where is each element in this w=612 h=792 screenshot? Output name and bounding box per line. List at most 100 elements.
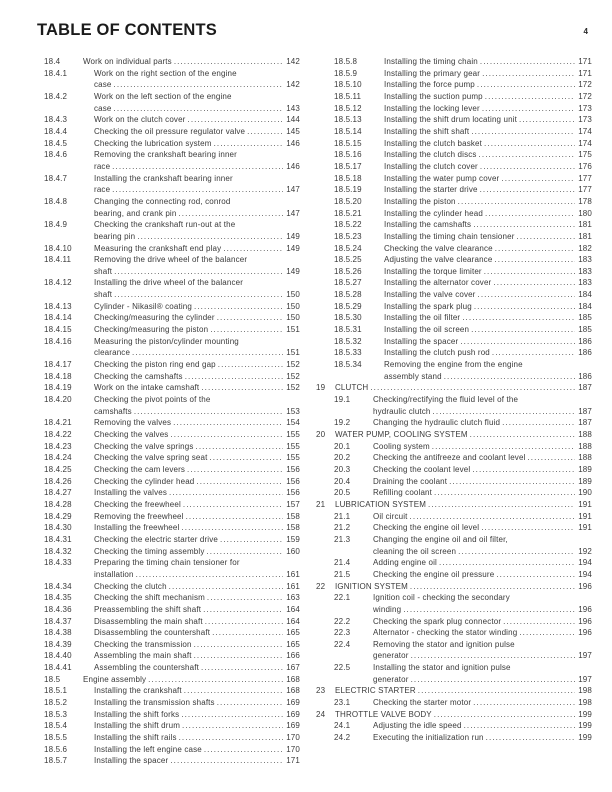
toc-entry[interactable]: 18.5.18 Installing the water pump cover 17… — [316, 173, 592, 185]
toc-entry[interactable]: 21.3 Changing the engine oil and oil filt… — [316, 534, 592, 557]
toc-entry[interactable]: 22.4 Removing the stator and ignition pul… — [316, 639, 592, 662]
toc-entry[interactable]: 18.5.14 Installing the shift shaft 174 — [316, 126, 592, 138]
toc-entry[interactable]: 18.5.5 Installing the shift rails 170 — [26, 732, 300, 744]
toc-entry[interactable]: 18.5.15 Installing the clutch basket 174 — [316, 138, 592, 150]
toc-entry[interactable]: 18.4.34 Checking the clutch 161 — [26, 581, 300, 593]
toc-entry[interactable]: 18.4.39 Checking the transmission 165 — [26, 639, 300, 651]
toc-entry[interactable]: 18.5.6 Installing the left engine case 170 — [26, 744, 300, 756]
toc-entry[interactable]: 18.4.10 Measuring the crankshaft end play… — [26, 243, 300, 255]
toc-entry[interactable]: 18.5.10 Installing the force pump 172 — [316, 79, 592, 91]
toc-entry[interactable]: 18.5.24 Checking the valve clearance 182 — [316, 243, 592, 255]
toc-entry[interactable]: 18.4.24 Checking the valve spring seat 155 — [26, 452, 300, 464]
toc-entry[interactable]: 18.4.37 Disassembling the main shaft 164 — [26, 616, 300, 628]
toc-entry[interactable]: 18.4.26 Checking the cylinder head 156 — [26, 476, 300, 488]
toc-entry[interactable]: 18.4.20 Checking the pivot points of the c… — [26, 394, 300, 417]
toc-entry[interactable]: 20.5 Refilling coolant 190 — [316, 487, 592, 499]
toc-entry[interactable]: 20.3 Checking the coolant level 189 — [316, 464, 592, 476]
toc-entry[interactable]: 18.4.28 Checking the freewheel 157 — [26, 499, 300, 511]
toc-entry[interactable]: 18.5.13 Installing the shift drum locatin… — [316, 114, 592, 126]
toc-entry[interactable]: 18.4.25 Checking the cam levers 156 — [26, 464, 300, 476]
toc-entry[interactable]: 18.5.3 Installing the shift forks 169 — [26, 709, 300, 721]
toc-entry[interactable]: 19.1 Checking/rectifying the fluid level … — [316, 394, 592, 417]
toc-entry[interactable]: 21.1 Oil circuit 191 — [316, 511, 592, 523]
toc-entry[interactable]: 18.5.21 Installing the cylinder head 180 — [316, 208, 592, 220]
toc-entry[interactable]: 18.5.8 Installing the timing chain 171 — [316, 56, 592, 68]
toc-entry[interactable]: 18.5.26 Installing the torque limiter 183 — [316, 266, 592, 278]
toc-entry[interactable]: 18.5.17 Installing the clutch cover 176 — [316, 161, 592, 173]
toc-entry[interactable]: 18.5.4 Installing the shift drum 169 — [26, 720, 300, 732]
toc-entry[interactable]: 18.4.41 Assembling the countershaft 167 — [26, 662, 300, 674]
toc-entry[interactable]: 21 LUBRICATION SYSTEM 191 — [316, 499, 592, 511]
toc-entry[interactable]: 18.4.6 Removing the crankshaft bearing in… — [26, 149, 300, 172]
toc-entry[interactable]: 18.5.27 Installing the alternator cover 18… — [316, 277, 592, 289]
toc-entry[interactable]: 18.4.1 Work on the right section of the e… — [26, 68, 300, 91]
toc-entry[interactable]: 18.4.21 Removing the valves 154 — [26, 417, 300, 429]
toc-entry[interactable]: 18.4.29 Removing the freewheel 158 — [26, 511, 300, 523]
toc-entry[interactable]: 18.5.25 Adjusting the valve clearance 183 — [316, 254, 592, 266]
toc-entry[interactable]: 18.5.20 Installing the piston 178 — [316, 196, 592, 208]
toc-entry[interactable]: 18.5.32 Installing the spacer 186 — [316, 336, 592, 348]
toc-entry[interactable]: 22.3 Alternator - checking the stator win… — [316, 627, 592, 639]
toc-entry[interactable]: 23.1 Checking the starter motor 198 — [316, 697, 592, 709]
toc-entry[interactable]: 18.4.38 Disassembling the countershaft 165 — [26, 627, 300, 639]
toc-entry[interactable]: 18.4.18 Checking the camshafts 152 — [26, 371, 300, 383]
toc-entry[interactable]: 18.4.7 Installing the crankshaft bearing … — [26, 173, 300, 196]
toc-entry[interactable]: 18.5.7 Installing the spacer 171 — [26, 755, 300, 767]
toc-entry[interactable]: 23 ELECTRIC STARTER 198 — [316, 685, 592, 697]
toc-entry[interactable]: 18.4.19 Work on the intake camshaft 152 — [26, 382, 300, 394]
toc-entry[interactable]: 18.4.9 Checking the crankshaft run-out at… — [26, 219, 300, 242]
toc-entry[interactable]: 21.2 Checking the engine oil level 191 — [316, 522, 592, 534]
toc-entry[interactable]: 18.4.14 Checking/measuring the cylinder 15… — [26, 312, 300, 324]
toc-entry[interactable]: 18.4.4 Checking the oil pressure regulato… — [26, 126, 300, 138]
toc-entry[interactable]: 19.2 Changing the hydraulic clutch fluid 1… — [316, 417, 592, 429]
toc-entry[interactable]: 18.4.11 Removing the drive wheel of the b… — [26, 254, 300, 277]
toc-entry[interactable]: 20.2 Checking the antifreeze and coolant … — [316, 452, 592, 464]
toc-entry[interactable]: 24.1 Adjusting the idle speed 199 — [316, 720, 592, 732]
toc-entry[interactable]: 18.4.8 Changing the connecting rod, conro… — [26, 196, 300, 219]
toc-entry[interactable]: 20.4 Draining the coolant 189 — [316, 476, 592, 488]
toc-entry[interactable]: 20 WATER PUMP, COOLING SYSTEM 188 — [316, 429, 592, 441]
toc-entry[interactable]: 18.5.9 Installing the primary gear 171 — [316, 68, 592, 80]
toc-entry[interactable]: 21.4 Adding engine oil 194 — [316, 557, 592, 569]
toc-entry[interactable]: 22.2 Checking the spark plug connector 196 — [316, 616, 592, 628]
toc-entry[interactable]: 20.1 Cooling system 188 — [316, 441, 592, 453]
toc-entry[interactable]: 18.4.5 Checking the lubrication system 146 — [26, 138, 300, 150]
toc-entry[interactable]: 24.2 Executing the initialization run 199 — [316, 732, 592, 744]
toc-entry[interactable]: 18.5.19 Installing the starter drive 177 — [316, 184, 592, 196]
toc-entry[interactable]: 18.4.36 Preassembling the shift shaft 164 — [26, 604, 300, 616]
toc-entry[interactable]: 21.5 Checking the engine oil pressure 194 — [316, 569, 592, 581]
toc-entry[interactable]: 18.5.11 Installing the suction pump 172 — [316, 91, 592, 103]
toc-entry[interactable]: 18.4.33 Preparing the timing chain tensio… — [26, 557, 300, 580]
toc-entry[interactable]: 18.4.22 Checking the valves 155 — [26, 429, 300, 441]
toc-entry[interactable]: 18.4.40 Assembling the main shaft 166 — [26, 650, 300, 662]
toc-entry[interactable]: 24 THROTTLE VALVE BODY 199 — [316, 709, 592, 721]
toc-entry[interactable]: 18.4 Work on individual parts 142 — [26, 56, 300, 68]
toc-entry[interactable]: 18.4.16 Measuring the piston/cylinder mou… — [26, 336, 300, 359]
toc-entry[interactable]: 18.4.17 Checking the piston ring end gap 1… — [26, 359, 300, 371]
toc-entry[interactable]: 18.5.31 Installing the oil screen 185 — [316, 324, 592, 336]
toc-entry[interactable]: 18.4.12 Installing the drive wheel of the… — [26, 277, 300, 300]
toc-entry[interactable]: 22.5 Installing the stator and ignition p… — [316, 662, 592, 685]
toc-entry[interactable]: 19 CLUTCH 187 — [316, 382, 592, 394]
toc-entry[interactable]: 18.4.23 Checking the valve springs 155 — [26, 441, 300, 453]
toc-entry[interactable]: 18.5.16 Installing the clutch discs 175 — [316, 149, 592, 161]
toc-entry[interactable]: 18.5.30 Installing the oil filter 185 — [316, 312, 592, 324]
toc-entry[interactable]: 18.4.3 Work on the clutch cover 144 — [26, 114, 300, 126]
toc-entry[interactable]: 18.4.2 Work on the left section of the en… — [26, 91, 300, 114]
toc-entry[interactable]: 22 IGNITION SYSTEM 196 — [316, 581, 592, 593]
toc-entry[interactable]: 18.5.23 Installing the timing chain tensi… — [316, 231, 592, 243]
toc-entry[interactable]: 18.5.1 Installing the crankshaft 168 — [26, 685, 300, 697]
toc-entry[interactable]: 18.4.31 Checking the electric starter dri… — [26, 534, 300, 546]
toc-entry[interactable]: 18.4.32 Checking the timing assembly 160 — [26, 546, 300, 558]
toc-entry[interactable]: 18.5 Engine assembly 168 — [26, 674, 300, 686]
toc-entry[interactable]: 18.5.34 Removing the engine from the engi… — [316, 359, 592, 382]
toc-entry[interactable]: 18.5.22 Installing the camshafts 181 — [316, 219, 592, 231]
toc-entry[interactable]: 18.4.35 Checking the shift mechanism 163 — [26, 592, 300, 604]
toc-entry[interactable]: 18.4.13 Cylinder - Nikasil® coating 150 — [26, 301, 300, 313]
toc-entry[interactable]: 18.5.33 Installing the clutch push rod 186 — [316, 347, 592, 359]
toc-entry[interactable]: 18.5.12 Installing the locking lever 173 — [316, 103, 592, 115]
toc-entry[interactable]: 18.5.28 Installing the valve cover 184 — [316, 289, 592, 301]
toc-entry[interactable]: 18.4.15 Checking/measuring the piston 151 — [26, 324, 300, 336]
toc-entry[interactable]: 18.4.30 Installing the freewheel 158 — [26, 522, 300, 534]
toc-entry[interactable]: 18.4.27 Installing the valves 156 — [26, 487, 300, 499]
